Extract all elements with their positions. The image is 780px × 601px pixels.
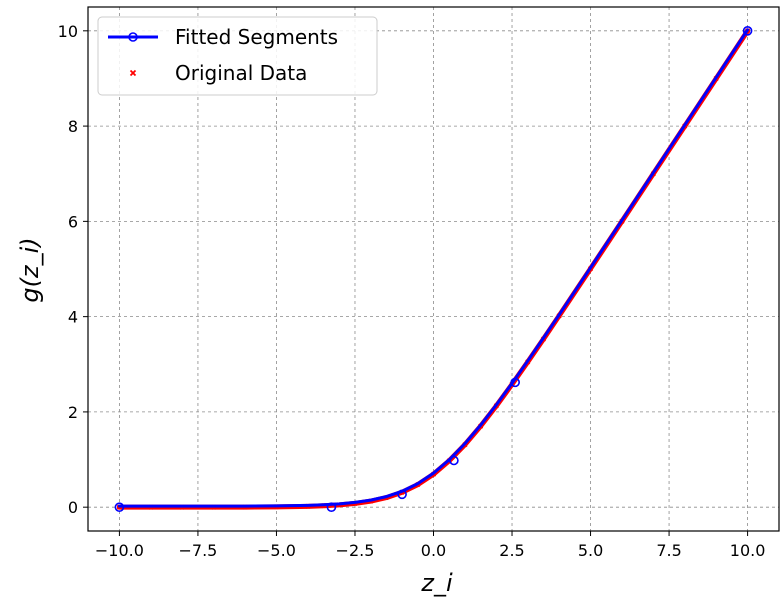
- x-tick-label: −2.5: [336, 541, 375, 560]
- fitted-segment-knot: [449, 455, 459, 466]
- x-tick-label: −7.5: [179, 541, 218, 560]
- y-tick-label: 8: [68, 117, 78, 136]
- legend-label-original: Original Data: [175, 61, 307, 85]
- y-tick-label: 0: [68, 498, 78, 517]
- y-axis: 0 2 4 6 8 10: [58, 22, 88, 517]
- x-axis: −10.0 −7.5 −5.0 −2.5 0.0 2.5 5.0 7.5 10.0: [95, 531, 766, 560]
- legend-marker-fitted: [128, 32, 138, 42]
- y-axis-label: g(z_i): [16, 237, 44, 302]
- x-axis-label: z_i: [420, 569, 453, 597]
- fitted-segment-knot: [326, 502, 337, 512]
- x-tick-label: 7.5: [656, 541, 681, 560]
- x-tick-label: 10.0: [730, 541, 766, 560]
- fitted-segment-knot: [742, 26, 753, 36]
- fitted-segment-knot: [510, 377, 520, 388]
- y-tick-label: 6: [68, 212, 78, 231]
- legend: Fitted Segments Original Data: [97, 16, 378, 96]
- fitted-segment-knot: [114, 502, 125, 512]
- x-tick-label: −5.0: [257, 541, 296, 560]
- y-tick-label: 2: [68, 403, 78, 422]
- legend-marker-original: [129, 69, 137, 77]
- x-tick-label: −10.0: [95, 541, 144, 560]
- x-tick-label: 5.0: [578, 541, 603, 560]
- y-tick-label: 10: [58, 22, 78, 41]
- series-layer: [114, 26, 753, 512]
- legend-box: [97, 16, 378, 96]
- legend-label-fitted: Fitted Segments: [175, 25, 338, 49]
- fitted-segments-line: [117, 28, 750, 508]
- fitted-segment-knot: [397, 489, 407, 500]
- x-tick-label: 0.0: [421, 541, 446, 560]
- x-tick-label: 2.5: [499, 541, 524, 560]
- y-tick-label: 4: [68, 308, 78, 327]
